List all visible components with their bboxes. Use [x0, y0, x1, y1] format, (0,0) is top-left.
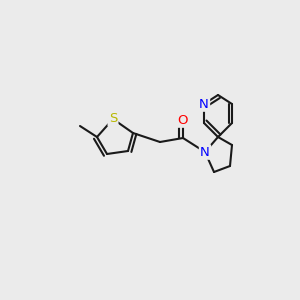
Text: S: S: [109, 112, 117, 125]
Text: N: N: [200, 146, 210, 158]
Text: N: N: [199, 98, 209, 110]
Text: O: O: [178, 113, 188, 127]
